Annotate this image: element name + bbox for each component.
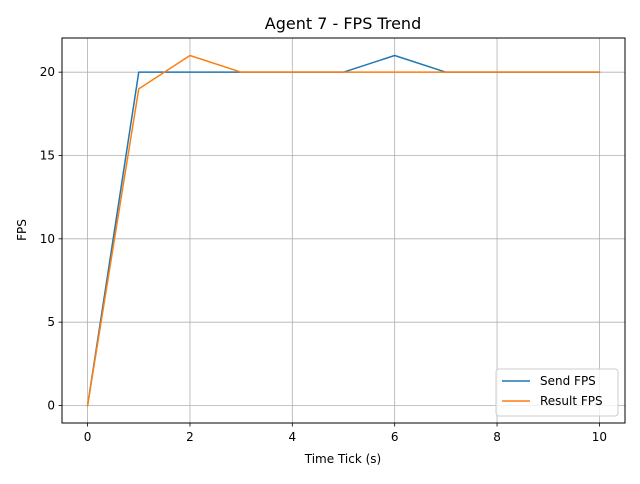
- y-tick-label: 15: [40, 149, 55, 163]
- x-tick-label: 8: [493, 430, 501, 444]
- x-tick-label: 0: [84, 430, 92, 444]
- series-layer: [86, 54, 601, 407]
- x-tick-label: 4: [288, 430, 296, 444]
- y-tick-label: 5: [47, 315, 55, 329]
- y-tick-label: 10: [40, 232, 55, 246]
- chart-title: Agent 7 - FPS Trend: [265, 14, 421, 33]
- x-tick-label: 6: [391, 430, 399, 444]
- y-tick-label: 0: [47, 399, 55, 413]
- x-tick-label: 2: [186, 430, 194, 444]
- series-line-result-fps: [86, 54, 601, 407]
- legend-label-send-fps: Send FPS: [540, 374, 596, 388]
- y-tick-label: 20: [40, 65, 55, 79]
- plot-frame: [61, 37, 626, 424]
- x-axis-label: Time Tick (s): [304, 452, 381, 466]
- legend-label-result-fps: Result FPS: [540, 394, 603, 408]
- y-axis-label: FPS: [15, 219, 29, 241]
- legend: Send FPS Result FPS: [495, 368, 619, 417]
- x-tick-label: 10: [592, 430, 607, 444]
- tick-layer: 0 2 4 6 8 10 0 5 10 15 20: [40, 65, 607, 444]
